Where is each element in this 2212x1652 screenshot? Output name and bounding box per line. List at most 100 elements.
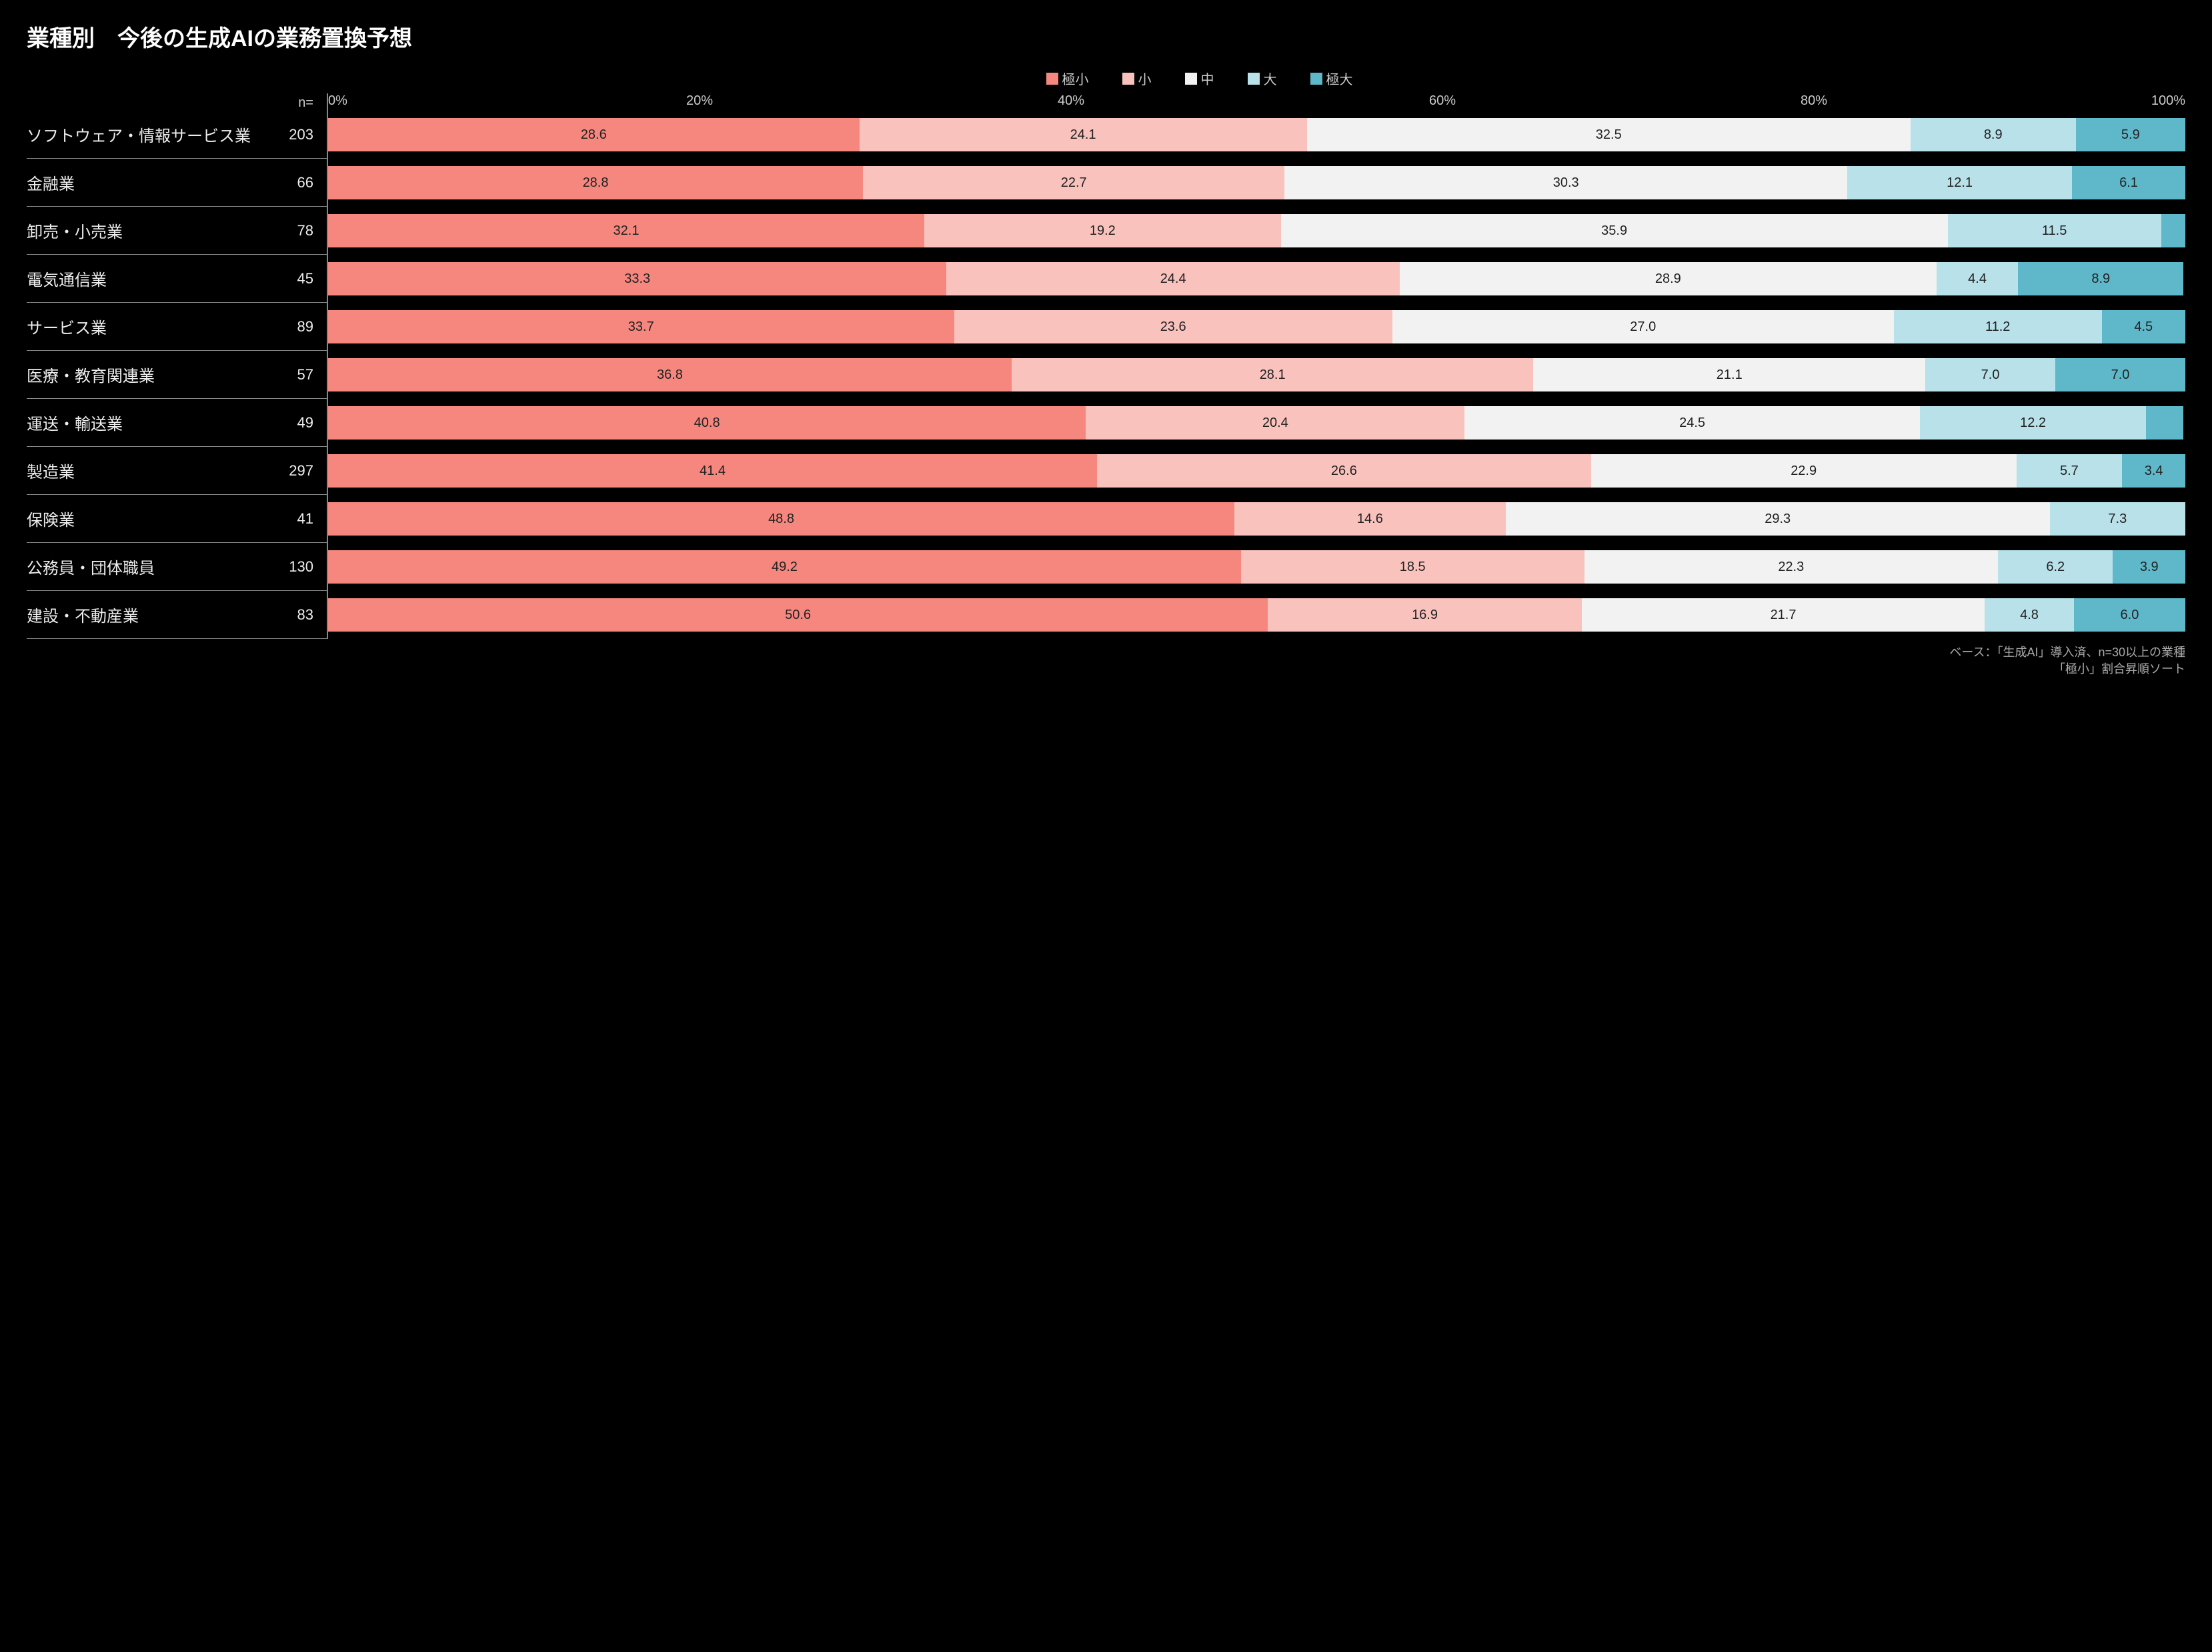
table-row: 公務員・団体職員13049.218.522.36.23.9 — [27, 543, 2185, 591]
bar-segment: 6.0 — [2074, 598, 2185, 632]
table-row: 製造業29741.426.622.95.73.4 — [27, 447, 2185, 495]
bar-container: 36.828.121.17.07.0 — [327, 351, 2185, 399]
bar-segment: 24.1 — [860, 118, 1307, 151]
legend-swatch — [1122, 73, 1134, 85]
bar-segment: 27.0 — [1392, 310, 1894, 343]
row-label: 建設・不動産業 — [27, 591, 280, 639]
bar-segment: 21.1 — [1533, 358, 1925, 391]
bar-segment: 18.5 — [1241, 550, 1584, 584]
footnote: ベース：「生成AI」導入済、n=30以上の業種 「極小」割合昇順ソート — [27, 644, 2185, 678]
row-n: 78 — [280, 207, 327, 255]
row-label: 公務員・団体職員 — [27, 543, 280, 591]
bar-container: 33.324.428.94.48.9 — [327, 255, 2185, 303]
bar-segment: 32.1 — [328, 214, 924, 247]
legend-swatch — [1248, 73, 1260, 85]
row-n: 45 — [280, 255, 327, 303]
row-n: 130 — [280, 543, 327, 591]
bar-container: 40.820.424.512.2 — [327, 399, 2185, 447]
bar-segment: 5.9 — [2076, 118, 2185, 151]
bar-container: 33.723.627.011.24.5 — [327, 303, 2185, 351]
stacked-bar: 32.119.235.911.5 — [328, 214, 2185, 247]
bar-segment: 20.4 — [1086, 406, 1464, 440]
bar-segment: 48.8 — [328, 502, 1234, 536]
chart-rows: ソフトウェア・情報サービス業20328.624.132.58.95.9金融業66… — [27, 111, 2185, 639]
table-row: 保険業4148.814.629.37.3 — [27, 495, 2185, 543]
bar-segment: 22.9 — [1591, 454, 2017, 488]
legend-item: 大 — [1248, 69, 1277, 88]
bar-container: 49.218.522.36.23.9 — [327, 543, 2185, 591]
axis-tick: 0% — [328, 93, 347, 109]
x-axis: 0%20%40%60%80%100% — [327, 93, 2185, 111]
axis-header: n= 0%20%40%60%80%100% — [27, 93, 2185, 111]
bar-segment: 28.1 — [1012, 358, 1534, 391]
bar-segment: 16.9 — [1268, 598, 1582, 632]
stacked-bar: 28.822.730.312.16.1 — [328, 166, 2185, 199]
row-n: 57 — [280, 351, 327, 399]
row-n: 89 — [280, 303, 327, 351]
row-n: 41 — [280, 495, 327, 543]
bar-segment: 21.7 — [1582, 598, 1985, 632]
bar-segment: 4.5 — [2102, 310, 2185, 343]
bar-segment: 23.6 — [954, 310, 1392, 343]
legend-item: 極小 — [1046, 69, 1089, 88]
bar-segment: 32.5 — [1307, 118, 1911, 151]
bar-segment — [2146, 406, 2183, 440]
bar-segment: 28.9 — [1400, 262, 1937, 295]
axis-tick: 60% — [1429, 93, 1456, 109]
row-n: 49 — [280, 399, 327, 447]
bar-container: 50.616.921.74.86.0 — [327, 591, 2185, 639]
bar-segment: 8.9 — [1911, 118, 2076, 151]
bar-segment: 4.8 — [1985, 598, 2074, 632]
row-n: 297 — [280, 447, 327, 495]
bar-segment: 36.8 — [328, 358, 1012, 391]
row-label: 医療・教育関連業 — [27, 351, 280, 399]
chart: n= 0%20%40%60%80%100% ソフトウェア・情報サービス業2032… — [27, 93, 2185, 639]
bar-segment: 14.6 — [1234, 502, 1506, 536]
legend-swatch — [1185, 73, 1197, 85]
bar-segment: 7.0 — [2055, 358, 2185, 391]
legend-swatch — [1046, 73, 1058, 85]
footnote-line: ベース：「生成AI」導入済、n=30以上の業種 — [27, 644, 2185, 661]
bar-segment: 6.2 — [1998, 550, 2113, 584]
bar-segment: 26.6 — [1097, 454, 1591, 488]
axis-tick: 20% — [686, 93, 713, 109]
bar-segment: 4.4 — [1937, 262, 2019, 295]
row-label: 製造業 — [27, 447, 280, 495]
bar-segment: 24.5 — [1464, 406, 1919, 440]
table-row: 医療・教育関連業5736.828.121.17.07.0 — [27, 351, 2185, 399]
bar-segment: 28.8 — [328, 166, 863, 199]
stacked-bar: 28.624.132.58.95.9 — [328, 118, 2185, 151]
legend-item: 中 — [1185, 69, 1214, 88]
bar-segment: 7.3 — [2050, 502, 2185, 536]
stacked-bar: 49.218.522.36.23.9 — [328, 550, 2185, 584]
table-row: サービス業8933.723.627.011.24.5 — [27, 303, 2185, 351]
row-n: 83 — [280, 591, 327, 639]
bar-segment: 33.7 — [328, 310, 954, 343]
bar-segment: 22.3 — [1584, 550, 1998, 584]
bar-segment: 50.6 — [328, 598, 1268, 632]
bar-container: 28.624.132.58.95.9 — [327, 111, 2185, 159]
stacked-bar: 41.426.622.95.73.4 — [328, 454, 2185, 488]
stacked-bar: 33.324.428.94.48.9 — [328, 262, 2185, 295]
row-n: 66 — [280, 159, 327, 207]
legend-swatch — [1310, 73, 1322, 85]
row-label: ソフトウェア・情報サービス業 — [27, 111, 280, 159]
bar-segment: 3.4 — [2122, 454, 2185, 488]
legend-item: 小 — [1122, 69, 1152, 88]
bar-container: 48.814.629.37.3 — [327, 495, 2185, 543]
bar-segment: 28.6 — [328, 118, 860, 151]
legend-label: 小 — [1138, 69, 1152, 88]
legend-item: 極大 — [1310, 69, 1353, 88]
bar-segment: 19.2 — [924, 214, 1281, 247]
stacked-bar: 40.820.424.512.2 — [328, 406, 2185, 440]
bar-segment: 49.2 — [328, 550, 1241, 584]
legend-label: 極小 — [1062, 69, 1089, 88]
row-label: 保険業 — [27, 495, 280, 543]
legend-label: 中 — [1201, 69, 1214, 88]
bar-segment: 5.7 — [2017, 454, 2123, 488]
stacked-bar: 50.616.921.74.86.0 — [328, 598, 2185, 632]
legend: 極小 小 中 大 極大 — [27, 69, 2185, 88]
bar-segment: 12.1 — [1847, 166, 2072, 199]
table-row: 運送・輸送業4940.820.424.512.2 — [27, 399, 2185, 447]
bar-container: 28.822.730.312.16.1 — [327, 159, 2185, 207]
